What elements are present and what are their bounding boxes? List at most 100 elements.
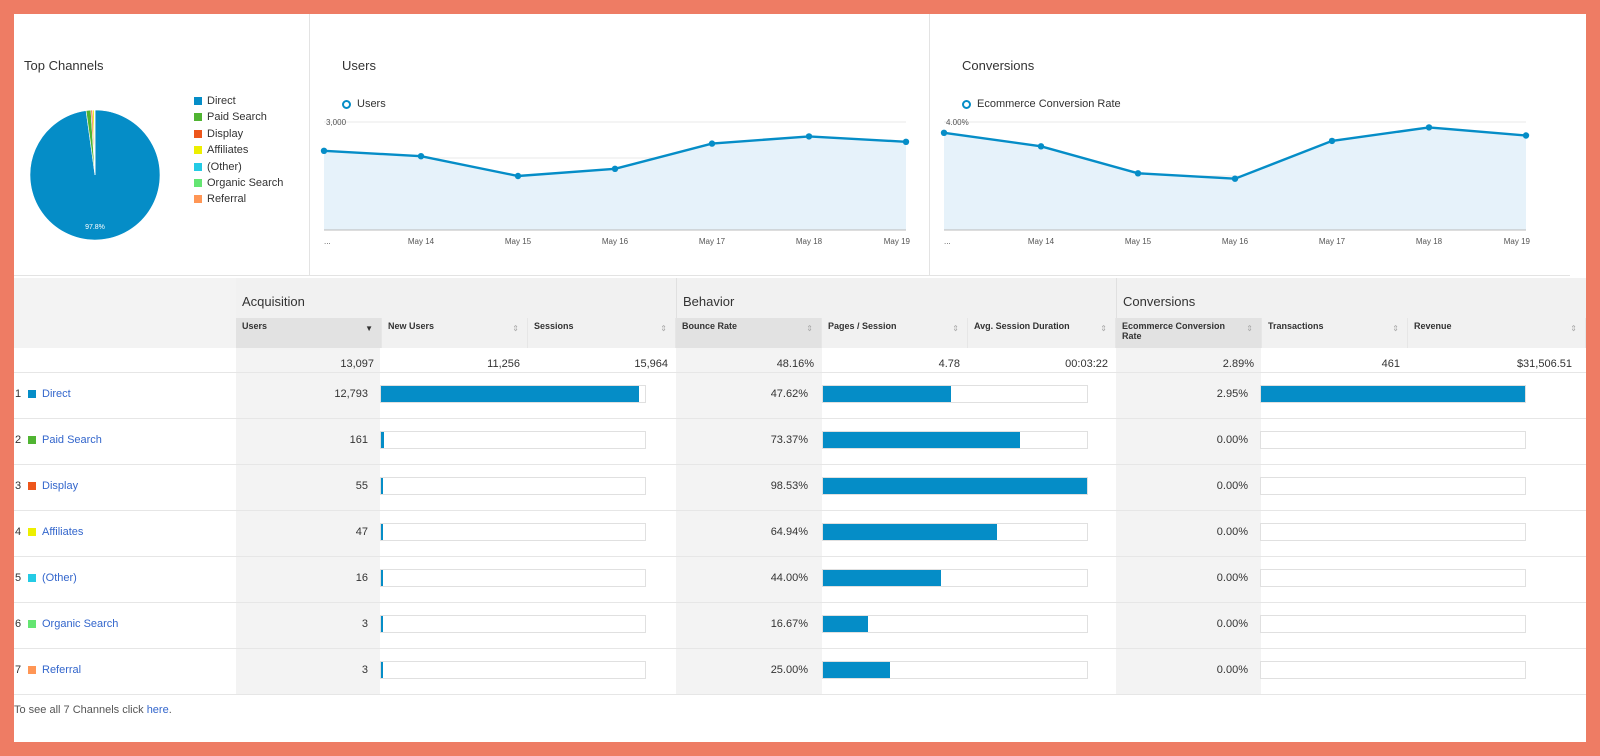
data-point[interactable] [1425, 124, 1433, 131]
data-point[interactable] [1328, 137, 1336, 145]
col-revenue[interactable]: Revenue ⇕ [1408, 318, 1586, 348]
channel-link[interactable]: Display [42, 480, 79, 492]
legend-swatch [194, 97, 202, 105]
total-new-users: 11,256 [487, 358, 520, 370]
users-value: 47 [355, 526, 368, 538]
x-tick-label: ... [324, 237, 331, 246]
total-sessions: 15,964 [634, 358, 668, 370]
legend-swatch [194, 113, 202, 122]
behavior-group-header: Behavior [676, 278, 1116, 318]
legend-item: (Other) [194, 160, 242, 174]
ecr-bar-track [1260, 615, 1526, 633]
ecr-bar-track [1260, 431, 1526, 449]
users-bar-fill [381, 524, 383, 540]
channel-link[interactable]: Paid Search [42, 434, 102, 446]
channel-link[interactable]: (Other) [42, 572, 77, 584]
data-point[interactable] [708, 140, 716, 147]
x-tick-label: May 18 [796, 237, 823, 246]
users-bar-track [380, 477, 646, 495]
x-tick-label: May 15 [505, 237, 532, 246]
bounce-rate-value: 44.00% [770, 572, 808, 584]
ecr-value: 0.00% [1216, 434, 1248, 446]
data-point[interactable] [902, 138, 910, 145]
bounce-rate-value: 47.62% [770, 388, 808, 400]
row-rank: 2 [15, 434, 22, 446]
col-avg-duration[interactable]: Avg. Session Duration ⇕ [968, 318, 1116, 348]
ecr-value: 0.00% [1216, 480, 1248, 492]
pie-percent-label: 97.8% [85, 224, 105, 231]
col-sessions[interactable]: Sessions ⇕ [528, 318, 676, 348]
col-revenue-label: Revenue [1414, 321, 1452, 331]
channel-link[interactable]: Affiliates [42, 526, 84, 538]
col-ecr[interactable]: Ecommerce Conversion Rate ⇕ [1116, 318, 1262, 348]
legend-swatch [194, 146, 202, 155]
legend-item: Direct [194, 94, 236, 108]
bounce-bar-track [822, 431, 1088, 449]
data-point[interactable] [611, 165, 619, 172]
users-bar-track [380, 523, 646, 541]
users-card: Users Users 3,0002,0001,000...May 14May … [310, 14, 930, 276]
bounce-bar-track [822, 569, 1088, 587]
data-point[interactable] [320, 147, 328, 154]
x-tick-label: May 19 [884, 237, 911, 246]
channel-link[interactable]: Direct [42, 388, 71, 400]
x-tick-label: May 14 [408, 237, 435, 246]
col-users[interactable]: Users ▼ [236, 318, 382, 348]
x-tick-label: May 14 [1028, 237, 1055, 246]
data-point[interactable] [1037, 143, 1045, 150]
users-bar-track [380, 385, 646, 403]
col-bounce-rate[interactable]: Bounce Rate ⇕ [676, 318, 822, 348]
legend-label: Paid Search [207, 111, 267, 124]
bounce-bar-track [822, 661, 1088, 679]
y-tick-label: 3,000 [326, 118, 347, 127]
legend-label: (Other) [207, 160, 242, 173]
users-column-bg [236, 348, 380, 694]
users-bar-fill [381, 478, 383, 494]
data-point[interactable] [514, 172, 522, 180]
y-tick-label: 4.00% [946, 118, 969, 127]
row-divider [14, 602, 1586, 603]
bounce-bar-track [822, 523, 1088, 541]
row-rank: 1 [15, 388, 22, 400]
see-all-channels-link[interactable]: here [146, 704, 169, 716]
sort-icon: ⇕ [660, 324, 667, 333]
row-divider [14, 418, 1586, 419]
col-pages-session-label: Pages / Session [828, 321, 897, 331]
data-point[interactable] [1134, 170, 1142, 177]
x-tick-label: May 16 [602, 237, 629, 246]
row-rank: 3 [15, 480, 22, 492]
row-divider [14, 464, 1586, 465]
ecr-value: 0.00% [1216, 526, 1248, 538]
series-area [324, 136, 906, 230]
legend-label: Referral [207, 193, 247, 206]
bounce-rate-value: 64.94% [770, 526, 808, 538]
conversion-series-legend[interactable]: Ecommerce Conversion Rate [962, 98, 1121, 110]
footer-text: To see all 7 Channels click [14, 704, 147, 716]
legend-swatch [194, 129, 202, 138]
col-pages-session[interactable]: Pages / Session ⇕ [822, 318, 968, 348]
data-point[interactable] [417, 153, 425, 160]
data-point[interactable] [1231, 175, 1239, 182]
users-value: 3 [361, 618, 368, 630]
users-bar-track [380, 431, 646, 449]
total-revenue: $31,506.51 [1516, 358, 1572, 370]
total-bounce-rate: 48.16% [776, 358, 814, 370]
top-channels-title: Top Channels [24, 58, 104, 73]
users-series-legend[interactable]: Users [342, 98, 386, 110]
x-tick-label: May 15 [1125, 237, 1152, 246]
data-point[interactable] [940, 129, 948, 136]
col-users-label: Users [242, 321, 268, 331]
col-transactions[interactable]: Transactions ⇕ [1262, 318, 1408, 348]
acquisition-group-header: Acquisition [236, 278, 676, 318]
channel-link[interactable]: Referral [42, 664, 82, 676]
col-new-users[interactable]: New Users ⇕ [382, 318, 528, 348]
row-divider [14, 372, 1586, 373]
channel-link[interactable]: Organic Search [42, 618, 119, 630]
legend-label: Display [207, 127, 244, 140]
data-point[interactable] [805, 133, 813, 140]
channel-swatch [28, 436, 36, 444]
data-point[interactable] [1522, 132, 1530, 139]
conversions-group-header: Conversions [1116, 278, 1586, 318]
dashboard-panel: Top Channels 97.8% Direct Paid Search Disp… [14, 14, 1586, 742]
series-marker-icon [962, 99, 971, 109]
